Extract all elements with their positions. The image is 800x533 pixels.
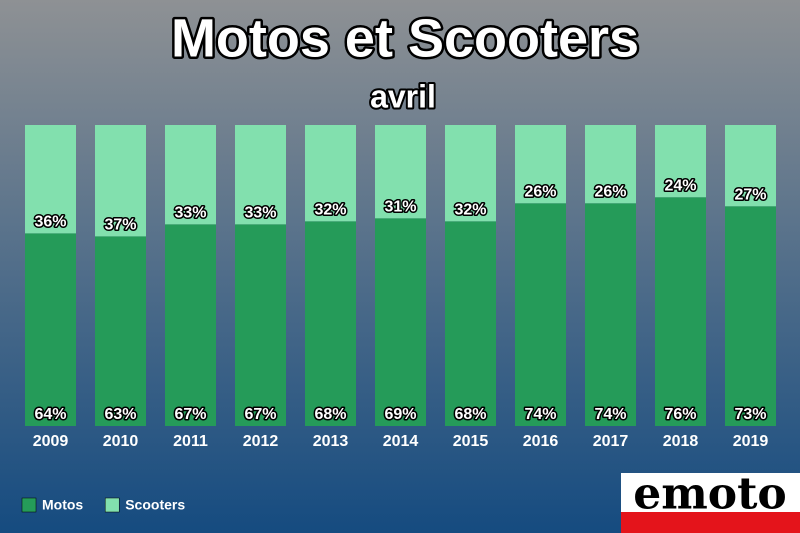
bar-segment	[585, 125, 636, 204]
x-tick-label: 2014	[383, 433, 419, 450]
x-tick-label: 2018	[663, 433, 699, 450]
value-label: 74%	[594, 406, 626, 423]
legend-swatch	[21, 497, 37, 513]
legend-swatch	[104, 497, 120, 513]
logo-text: emoto	[633, 469, 787, 520]
bar-segment	[25, 233, 76, 426]
logo: emoto	[621, 469, 800, 533]
bar-segment	[235, 125, 286, 225]
x-tick-label: 2015	[453, 433, 489, 450]
bar-segment	[95, 125, 146, 237]
value-label: 67%	[244, 406, 276, 423]
chart-subtitle: avril	[370, 78, 436, 114]
value-label: 63%	[104, 406, 136, 423]
bar-segment	[165, 125, 216, 225]
value-label: 26%	[524, 183, 556, 200]
value-label: 74%	[524, 406, 556, 423]
bar-segment	[235, 224, 286, 426]
legend-label: Motos	[42, 497, 83, 513]
value-label: 32%	[314, 202, 346, 219]
x-tick-label: 2010	[103, 433, 139, 450]
legend-label: Scooters	[125, 497, 185, 513]
x-tick-label: 2013	[313, 433, 349, 450]
bar-segment	[515, 203, 566, 426]
value-label: 36%	[34, 214, 66, 231]
x-tick-label: 2016	[523, 433, 559, 450]
x-tick-label: 2017	[593, 433, 629, 450]
x-tick-label: 2019	[733, 433, 769, 450]
bar-segment	[375, 218, 426, 426]
value-label: 69%	[384, 406, 416, 423]
bar-segment	[445, 221, 496, 426]
value-label: 37%	[104, 217, 136, 234]
value-label: 32%	[454, 202, 486, 219]
chart-title: Motos et Scooters	[171, 8, 639, 68]
bar-segment	[725, 206, 776, 426]
value-label: 68%	[454, 406, 486, 423]
x-tick-label: 2011	[173, 433, 208, 450]
value-label: 67%	[174, 406, 206, 423]
bar-segment	[725, 125, 776, 207]
value-label: 27%	[734, 186, 766, 203]
x-tick-label: 2009	[33, 433, 69, 450]
bar-segment	[515, 125, 566, 204]
value-label: 33%	[244, 205, 276, 222]
bar-segment	[165, 224, 216, 426]
value-label: 33%	[174, 205, 206, 222]
bar-segment	[25, 125, 76, 234]
bar-segment	[445, 125, 496, 222]
bar-segment	[375, 125, 426, 219]
logo-stripe	[621, 512, 800, 533]
value-label: 26%	[594, 183, 626, 200]
bar-segment	[655, 125, 706, 198]
bar-segment	[305, 221, 356, 426]
value-label: 76%	[664, 406, 696, 423]
value-label: 73%	[734, 406, 766, 423]
value-label: 68%	[314, 406, 346, 423]
x-tick-label: 2012	[243, 433, 279, 450]
bar-segment	[585, 203, 636, 426]
value-label: 64%	[34, 406, 66, 423]
value-label: 31%	[384, 199, 416, 216]
bar-segment	[305, 125, 356, 222]
bar-segment	[655, 197, 706, 426]
value-label: 24%	[664, 177, 696, 194]
bar-segment	[95, 236, 146, 426]
